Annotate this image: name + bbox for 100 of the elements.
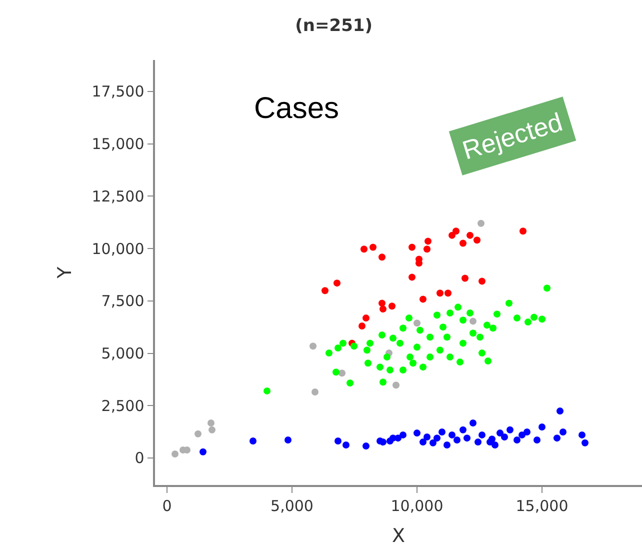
point bbox=[414, 320, 420, 327]
point bbox=[476, 334, 484, 341]
point bbox=[358, 322, 366, 330]
point bbox=[440, 324, 446, 331]
point bbox=[474, 438, 482, 446]
point bbox=[338, 370, 346, 377]
point bbox=[326, 350, 332, 357]
y-tick-label: 12,500 bbox=[92, 187, 144, 206]
point bbox=[578, 431, 586, 438]
point bbox=[284, 436, 292, 444]
point bbox=[396, 340, 404, 347]
point bbox=[488, 436, 496, 443]
point bbox=[392, 382, 400, 389]
point bbox=[448, 431, 456, 438]
point bbox=[390, 434, 396, 442]
point bbox=[334, 280, 340, 287]
point bbox=[530, 314, 538, 321]
point bbox=[366, 340, 374, 347]
point bbox=[436, 346, 444, 354]
point bbox=[454, 304, 462, 311]
y-tick-label: 7,500 bbox=[101, 292, 144, 310]
y-tick-label: 10,000 bbox=[92, 240, 144, 258]
point bbox=[444, 334, 450, 341]
point bbox=[350, 342, 358, 350]
point bbox=[520, 228, 526, 235]
point bbox=[430, 439, 436, 446]
point bbox=[310, 342, 316, 350]
point bbox=[470, 318, 476, 325]
point bbox=[346, 379, 354, 386]
point bbox=[444, 290, 452, 297]
point bbox=[414, 430, 420, 437]
chart-title: (n=251) bbox=[295, 16, 373, 36]
point bbox=[420, 364, 426, 371]
point bbox=[454, 436, 460, 444]
point bbox=[474, 236, 480, 244]
point bbox=[378, 300, 386, 307]
point bbox=[436, 290, 444, 297]
point bbox=[424, 246, 430, 253]
point bbox=[434, 312, 440, 319]
point bbox=[438, 428, 446, 436]
point bbox=[400, 324, 406, 332]
point bbox=[200, 448, 206, 456]
point bbox=[208, 420, 214, 426]
point bbox=[424, 434, 430, 441]
point bbox=[460, 426, 466, 434]
point bbox=[390, 334, 396, 342]
point bbox=[470, 330, 476, 337]
point bbox=[322, 287, 328, 294]
point bbox=[386, 366, 394, 374]
point bbox=[426, 354, 434, 361]
y-axis-title: Y bbox=[54, 266, 76, 280]
point bbox=[362, 442, 370, 450]
point bbox=[376, 364, 384, 371]
point bbox=[514, 436, 520, 444]
point bbox=[378, 332, 386, 339]
point bbox=[332, 368, 340, 376]
point bbox=[460, 240, 466, 247]
point bbox=[408, 244, 416, 251]
point bbox=[534, 436, 540, 444]
point bbox=[362, 314, 370, 322]
point bbox=[194, 430, 202, 438]
y-tick-label: 5,000 bbox=[101, 344, 144, 362]
point bbox=[380, 438, 386, 446]
point bbox=[172, 450, 178, 458]
point bbox=[462, 274, 468, 282]
point bbox=[400, 431, 406, 438]
point bbox=[420, 296, 426, 303]
point bbox=[466, 232, 474, 239]
point bbox=[460, 340, 466, 347]
point bbox=[380, 378, 386, 386]
point bbox=[434, 434, 440, 442]
point bbox=[384, 354, 390, 361]
point bbox=[470, 420, 476, 426]
y-tick-label: 17,500 bbox=[92, 82, 144, 101]
point bbox=[380, 306, 386, 313]
point bbox=[524, 318, 532, 326]
point bbox=[478, 278, 486, 285]
x-tick-label: 0 bbox=[162, 496, 172, 515]
point bbox=[446, 354, 454, 361]
point bbox=[556, 408, 564, 415]
point bbox=[478, 350, 486, 357]
x-tick-label: 5,000 bbox=[270, 496, 314, 515]
point bbox=[554, 434, 560, 442]
point bbox=[514, 314, 520, 322]
point bbox=[420, 438, 426, 446]
point bbox=[406, 354, 414, 361]
point bbox=[466, 310, 474, 317]
point bbox=[494, 310, 500, 318]
x-tick-label: 10,000 bbox=[390, 496, 444, 515]
point bbox=[312, 388, 318, 396]
point bbox=[340, 340, 346, 347]
point bbox=[464, 434, 470, 442]
point bbox=[501, 434, 508, 441]
point bbox=[406, 314, 412, 322]
point bbox=[378, 254, 386, 261]
point bbox=[364, 346, 370, 354]
point bbox=[456, 358, 464, 366]
point bbox=[582, 439, 588, 446]
point bbox=[478, 431, 486, 438]
y-tick-label: 0 bbox=[134, 449, 144, 468]
